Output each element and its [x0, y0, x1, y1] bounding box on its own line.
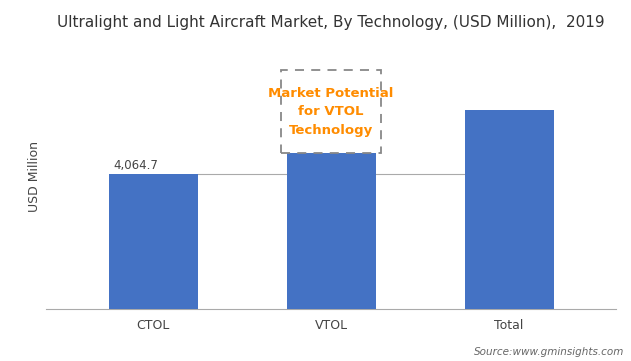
Text: Market Potential: Market Potential: [268, 87, 394, 100]
Title: Ultralight and Light Aircraft Market, By Technology, (USD Million),  2019: Ultralight and Light Aircraft Market, By…: [57, 15, 605, 30]
Text: for VTOL: for VTOL: [298, 105, 364, 118]
Bar: [464, 110, 553, 309]
FancyBboxPatch shape: [281, 70, 381, 153]
Bar: [286, 153, 375, 309]
Text: 4,064.7: 4,064.7: [114, 159, 159, 172]
Text: Source:www.gminsights.com: Source:www.gminsights.com: [475, 347, 625, 357]
Text: Technology: Technology: [289, 123, 373, 136]
Bar: [109, 174, 198, 309]
Y-axis label: USD Million: USD Million: [28, 141, 40, 212]
